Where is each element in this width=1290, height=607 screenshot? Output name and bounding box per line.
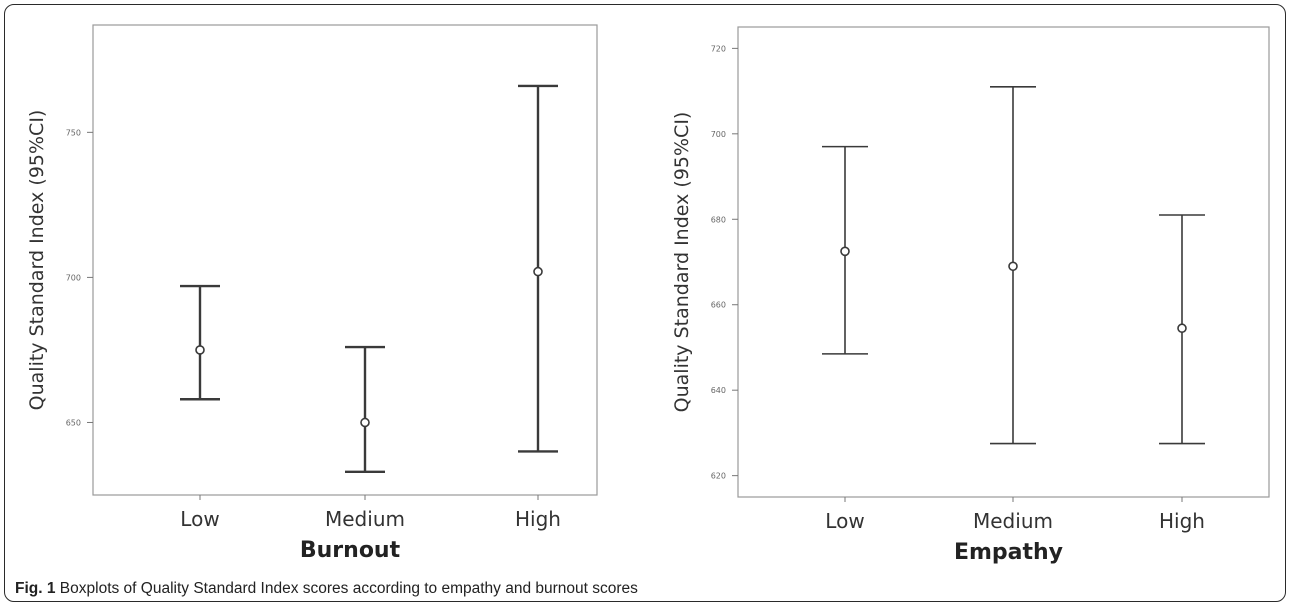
burnout-x-tick-label: High	[515, 507, 561, 531]
empathy-mean-point-high	[1177, 323, 1187, 334]
burnout-mean-point-high	[533, 266, 543, 277]
burnout-plot-area	[92, 24, 598, 496]
burnout-x-tick-label: Low	[180, 507, 219, 531]
caption-text: Boxplots of Quality Standard Index score…	[59, 580, 638, 597]
burnout-x-axis-title: Burnout	[300, 538, 401, 563]
empathy-x-tick-label: Medium	[973, 509, 1053, 533]
empathy-mean-point-medium	[1008, 261, 1018, 272]
burnout-mean-point-low	[195, 345, 205, 355]
caption-label: Fig. 1	[15, 580, 56, 597]
empathy-y-tick-label: 620	[711, 472, 726, 481]
figure-svg: 650 700 750 Low Medium High Burnout Quality Sta…	[26, 24, 1270, 565]
empathy-y-axis-title: Quality Standard Index (95%CI)	[671, 112, 693, 413]
burnout-y-tick-label: 750	[66, 128, 81, 137]
empathy-x-tick-label: Low	[825, 509, 864, 533]
empathy-x-tick-label: High	[1159, 509, 1205, 533]
empathy-y-tick-label: 660	[711, 301, 726, 310]
empathy-y-tick-label: 700	[711, 130, 726, 139]
empathy-y-tick-label: 680	[711, 215, 726, 224]
figure-frame: 650 700 750 Low Medium High Burnout Quality Sta…	[4, 4, 1286, 602]
burnout-y-axis-title: Quality Standard Index (95%CI)	[26, 110, 48, 411]
figure-caption: Fig. 1 Boxplots of Quality Standard Inde…	[15, 580, 638, 598]
empathy-plot-area	[737, 26, 1270, 498]
burnout-x-tick-label: Medium	[325, 507, 405, 531]
empathy-x-axis-title: Empathy	[954, 540, 1063, 565]
burnout-mean-point-medium	[360, 417, 370, 428]
burnout-y-tick-label: 650	[66, 418, 81, 427]
empathy-y-tick-label: 640	[711, 386, 726, 395]
empathy-mean-point-low	[840, 246, 850, 257]
empathy-y-tick-label: 720	[711, 44, 726, 53]
burnout-y-tick-label: 700	[66, 273, 81, 282]
